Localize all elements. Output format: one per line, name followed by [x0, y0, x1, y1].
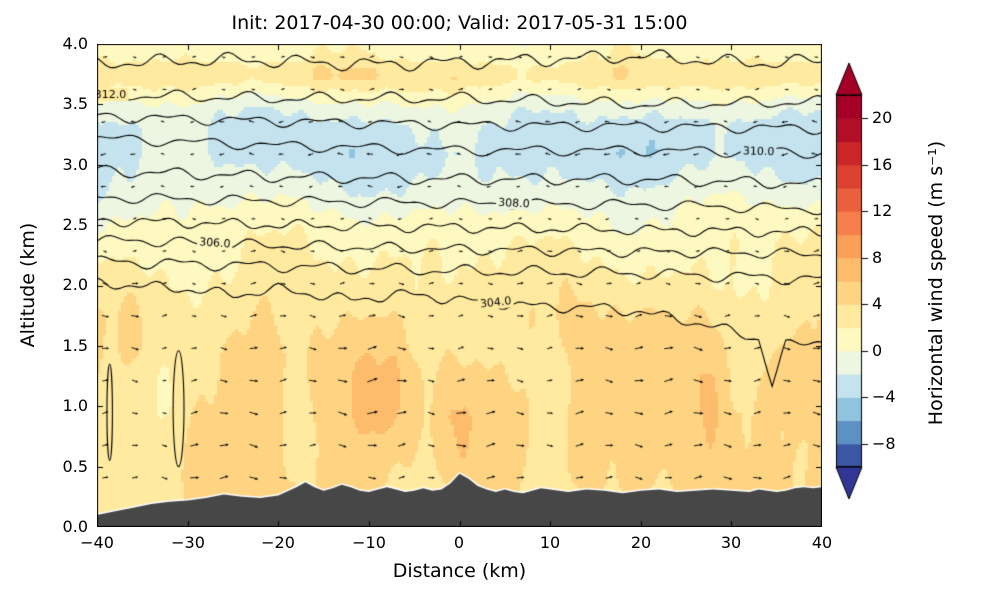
colorbar-tick-label: 12	[872, 201, 893, 220]
y-tick-label: 1.0	[62, 396, 88, 415]
y-tick-label: 3.5	[62, 94, 88, 113]
y-tick-label: 0.0	[62, 517, 88, 536]
x-axis-label: Distance (km)	[392, 560, 527, 582]
x-tick-label: 20	[630, 533, 652, 552]
y-tick-label: 3.0	[62, 155, 88, 174]
x-tick-label: 40	[811, 533, 833, 552]
colorbar-tick-label: 0	[872, 341, 883, 360]
x-tick-label: 0	[453, 533, 465, 552]
colorbar-tick-label: 16	[872, 155, 893, 174]
colorbar-tick-label: −8	[872, 434, 896, 453]
x-tick-label: −10	[352, 533, 386, 552]
x-tick-label: 30	[720, 533, 742, 552]
x-tick-label: −30	[171, 533, 205, 552]
y-tick-label: 4.0	[62, 34, 88, 53]
colorbar-canvas	[834, 58, 872, 508]
x-tick-label: −40	[80, 533, 114, 552]
plot-title: Init: 2017-04-30 00:00; Valid: 2017-05-3…	[231, 12, 688, 34]
y-tick-label: 0.5	[62, 457, 88, 476]
contour-plot-canvas	[97, 44, 822, 527]
x-tick-label: −20	[261, 533, 295, 552]
colorbar-tick-label: −4	[872, 387, 896, 406]
x-tick-label: 10	[539, 533, 561, 552]
colorbar-label: Horizontal wind speed (m s⁻¹)	[925, 140, 947, 426]
y-tick-label: 1.5	[62, 336, 88, 355]
colorbar-tick-label: 8	[872, 248, 883, 267]
colorbar-tick-label: 20	[872, 108, 893, 127]
colorbar-tick-label: 4	[872, 294, 883, 313]
y-tick-label: 2.5	[62, 215, 88, 234]
y-tick-label: 2.0	[62, 275, 88, 294]
